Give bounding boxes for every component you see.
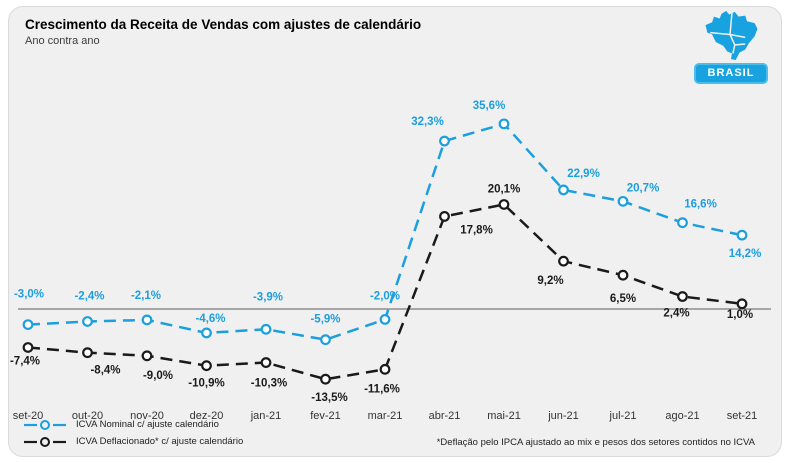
data-point-marker (260, 323, 272, 335)
legend-label: ICVA Deflacionado* c/ ajuste calendário (76, 436, 244, 447)
data-point-label: 20,7% (627, 182, 660, 194)
legend-label: ICVA Nominal c/ ajuste calendário (76, 419, 219, 430)
x-tick-label: mai-21 (487, 410, 521, 422)
data-point-label: -4,6% (195, 313, 225, 325)
data-point-marker (439, 211, 450, 222)
data-point-label: 20,1% (488, 183, 521, 195)
data-point-marker (141, 350, 153, 362)
data-point-label: 1,0% (727, 309, 753, 321)
data-point-label: 22,9% (567, 168, 600, 180)
data-point-marker (498, 199, 510, 210)
country-indicator: BRASIL (694, 9, 768, 84)
data-point-label: -10,9% (188, 378, 224, 390)
legend-marker-icon (24, 436, 66, 447)
data-point-label: 35,6% (473, 100, 506, 112)
data-point-marker (498, 118, 510, 130)
page-title: Crescimento da Receita de Vendas com aju… (25, 17, 422, 32)
data-point-label: -8,4% (90, 365, 120, 377)
x-tick-label: ago-21 (665, 410, 699, 422)
x-tick-label: fev-21 (310, 410, 341, 422)
data-point-label: 32,3% (411, 116, 444, 128)
chart-card: Crescimento da Receita de Vendas com aju… (8, 6, 782, 457)
x-tick-label: out-20 (72, 410, 103, 422)
data-point-label: -5,9% (310, 314, 340, 326)
data-point-marker (320, 373, 331, 385)
data-point-label: -3,0% (14, 289, 44, 301)
x-tick-label: abr-21 (429, 410, 461, 422)
data-point-label: -2,0% (370, 290, 400, 302)
data-point-marker (617, 269, 629, 281)
data-point-marker (320, 334, 331, 346)
x-tick-label: jun-21 (547, 410, 579, 422)
x-tick-label: jul-21 (609, 410, 637, 422)
data-point-marker (439, 135, 450, 147)
data-point-marker (558, 255, 569, 267)
x-tick-label: nov-20 (130, 410, 164, 422)
data-point-marker (379, 314, 391, 325)
country-badge: BRASIL (694, 63, 768, 84)
data-point-marker (736, 229, 748, 241)
data-point-marker (677, 291, 688, 302)
data-point-marker (141, 314, 153, 326)
brazil-map-icon (705, 10, 758, 61)
data-point-label: 17,8% (460, 224, 493, 236)
series-line-0 (27, 122, 743, 341)
data-point-label: -11,6% (364, 383, 400, 395)
data-point-label: -3,9% (253, 291, 283, 303)
data-point-label: -7,4% (10, 355, 40, 367)
data-point-marker (260, 357, 272, 368)
legend-marker-icon (24, 419, 66, 430)
data-point-label: -13,5% (311, 392, 347, 404)
data-point-label: 6,5% (610, 293, 636, 305)
data-point-label: -10,3% (251, 378, 287, 390)
chart-footnote: *Deflação pelo IPCA ajustado ao mix e pe… (436, 437, 755, 448)
data-point-marker (22, 319, 34, 331)
data-point-marker (82, 316, 93, 327)
data-point-label: -2,1% (131, 290, 161, 302)
page-subtitle: Ano contra ano (25, 35, 100, 47)
x-tick-label: mar-21 (368, 410, 403, 422)
data-point-marker (22, 342, 34, 353)
data-point-label: 9,2% (537, 275, 563, 287)
chart-legend: ICVA Nominal c/ ajuste calendário ICVA De… (23, 416, 243, 450)
legend-item: ICVA Deflacionado* c/ ajuste calendário (23, 433, 243, 450)
data-point-label: -2,4% (74, 290, 104, 302)
data-point-marker (82, 347, 93, 359)
x-tick-label: jan-21 (250, 410, 282, 422)
data-point-label: -9,0% (143, 370, 173, 382)
legend-item: ICVA Nominal c/ ajuste calendário (23, 416, 243, 433)
data-point-marker (379, 363, 391, 375)
data-point-marker (617, 195, 629, 207)
data-point-label: 14,2% (729, 248, 762, 260)
data-point-marker (201, 327, 212, 339)
data-point-marker (736, 298, 748, 310)
x-tick-label: set-21 (727, 410, 758, 422)
x-tick-label: set-20 (13, 410, 44, 422)
data-point-label: 16,6% (684, 199, 717, 211)
data-point-marker (558, 184, 569, 196)
data-point-label: 2,4% (663, 308, 689, 320)
data-point-marker (201, 360, 212, 372)
data-point-marker (677, 217, 688, 229)
x-tick-label: dez-20 (190, 410, 224, 422)
